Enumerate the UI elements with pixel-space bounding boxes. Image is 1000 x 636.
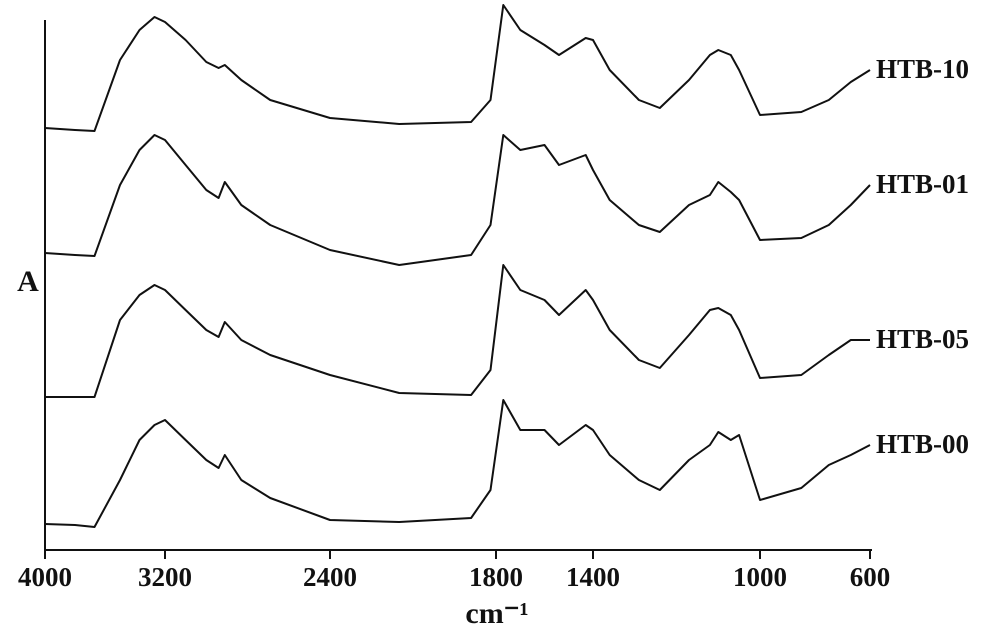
series-label: HTB-00 [876,429,969,459]
x-tick-label: 1400 [566,562,620,592]
x-axis-title: cm⁻¹ [465,597,528,630]
spectrum-line [45,264,870,398]
x-tick-label: 1000 [733,562,787,592]
series-label: HTB-10 [876,54,969,84]
spectrum-line [44,134,871,266]
x-tick-label: 1800 [469,562,523,592]
x-tick-label: 2400 [303,562,357,592]
series-label: HTB-01 [876,169,969,199]
x-tick-label: 4000 [18,562,72,592]
spectrum-line [44,4,871,132]
y-axis-title: A [17,265,39,298]
spectrum-line [44,399,871,528]
series-label: HTB-05 [876,324,969,354]
x-tick-label: 3200 [138,562,192,592]
x-tick-label: 600 [850,562,891,592]
